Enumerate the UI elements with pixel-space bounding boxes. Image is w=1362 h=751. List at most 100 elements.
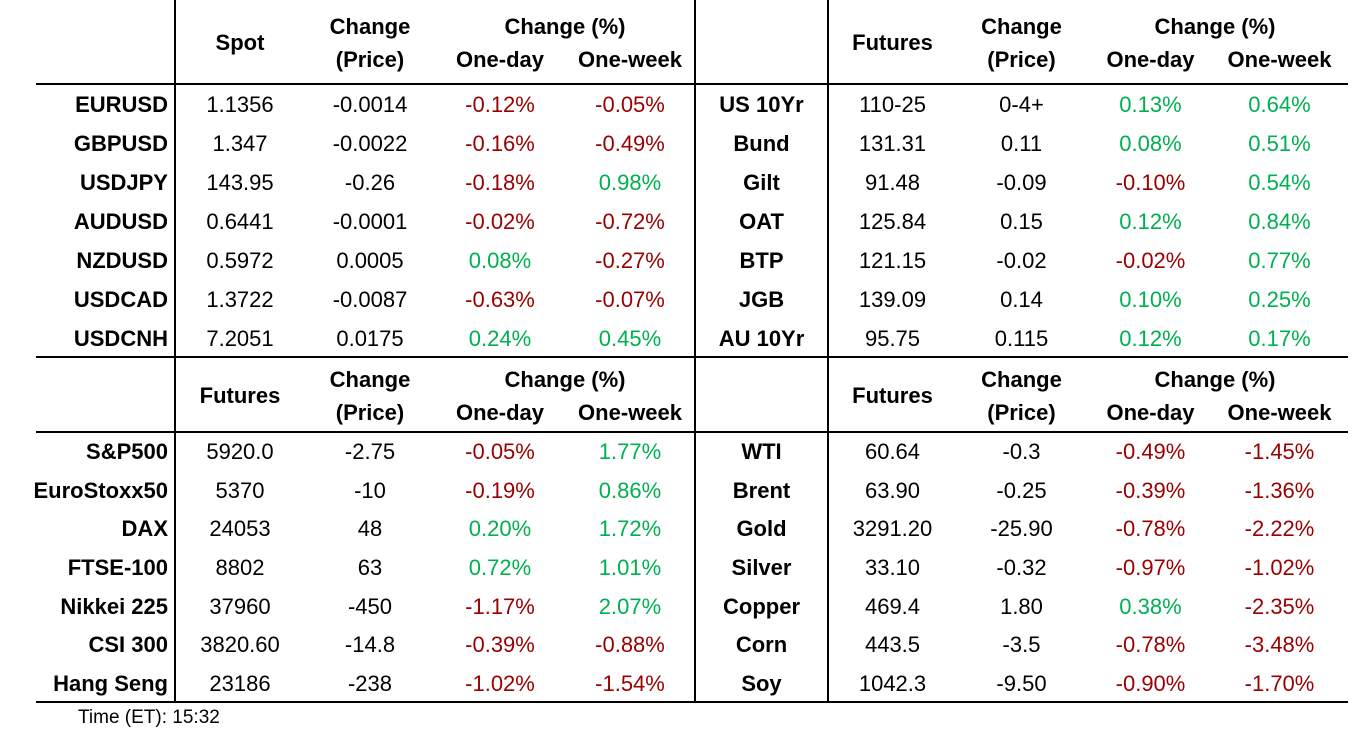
one-week-cell: 2.07% xyxy=(598,593,662,619)
row-label: GBPUSD xyxy=(73,130,168,156)
change-price-line1: Change xyxy=(329,13,411,39)
row-label: Corn xyxy=(735,632,788,658)
table-row: Gilt 91.48 -0.09 -0.10% 0.54% xyxy=(695,163,1344,202)
value-cell: 139.09 xyxy=(858,286,927,312)
one-week-cell: 0.45% xyxy=(598,325,662,351)
value-cell: 63.90 xyxy=(864,477,921,503)
change-price-line1: Change xyxy=(981,13,1062,39)
table-row: AUDUSD 0.6441 -0.0001 -0.02% -0.72% xyxy=(0,202,695,241)
change-cell: 0.11 xyxy=(1000,130,1043,156)
row-label: Brent xyxy=(732,477,791,503)
change-cell: -0.32 xyxy=(996,555,1047,581)
table-row: NZDUSD 0.5972 0.0005 0.08% -0.27% xyxy=(0,241,695,280)
one-week-cell: -0.72% xyxy=(595,208,665,234)
column-header-one-day: One-day xyxy=(1106,399,1195,425)
one-day-cell: -0.49% xyxy=(1115,439,1186,465)
timestamp-value: 15:32 xyxy=(172,707,220,728)
column-header-change-pct: Change (%) One-day One-week xyxy=(1086,358,1344,433)
one-day-cell: -0.97% xyxy=(1115,555,1186,581)
one-day-cell: 0.08% xyxy=(468,247,532,273)
value-cell: 443.5 xyxy=(864,632,921,658)
table-row: USDCAD 1.3722 -0.0087 -0.63% -0.07% xyxy=(0,280,695,319)
column-header-futures: Futures xyxy=(828,0,957,85)
row-label: EuroStoxx50 xyxy=(33,477,169,503)
column-header-one-week: One-week xyxy=(578,46,682,72)
table-row: FTSE-100 8802 63 0.72% 1.01% xyxy=(0,549,695,588)
one-week-cell: 1.72% xyxy=(598,516,662,542)
change-cell: -0.3 xyxy=(1002,439,1041,465)
one-week-cell: 0.84% xyxy=(1248,208,1311,234)
value-cell: 0.5972 xyxy=(206,247,274,273)
value-cell: 7.2051 xyxy=(206,325,274,351)
column-header-change-pct: Change (%) One-day One-week xyxy=(435,358,695,433)
change-cell: -25.90 xyxy=(990,516,1053,542)
row-label: USDCAD xyxy=(73,286,168,312)
value-cell: 95.75 xyxy=(864,325,921,351)
one-week-cell: 0.51% xyxy=(1248,130,1311,156)
column-header-one-week: One-week xyxy=(1227,399,1332,425)
column-header-label: Futures xyxy=(199,383,281,408)
table-row: US 10Yr 110-25 0-4+ 0.13% 0.64% xyxy=(695,85,1344,124)
change-price-line2: (Price) xyxy=(335,46,405,72)
timestamp-label: Time (ET): xyxy=(78,707,168,728)
table-row: USDCNH 7.2051 0.0175 0.24% 0.45% xyxy=(0,319,695,358)
change-cell: 0-4+ xyxy=(999,91,1044,117)
value-cell: 1042.3 xyxy=(858,670,927,696)
column-header-futures: Futures xyxy=(175,358,305,433)
change-cell: -0.09 xyxy=(996,169,1047,195)
one-week-cell: 0.77% xyxy=(1248,247,1311,273)
column-header-change-pct: Change (%) One-day One-week xyxy=(435,0,695,85)
table-row: EuroStoxx50 5370 -10 -0.19% 0.86% xyxy=(0,472,695,511)
change-cell: -450 xyxy=(347,593,393,619)
column-header-label: Futures xyxy=(852,30,933,55)
row-label: Hang Seng xyxy=(53,670,168,696)
equity-index-futures-table: Futures Change (Price) Change (%) One-da… xyxy=(0,358,695,703)
one-day-cell: -1.17% xyxy=(465,593,535,619)
column-header-change-price: Change (Price) xyxy=(305,0,435,85)
table-row: Soy 1042.3 -9.50 -0.90% -1.70% xyxy=(695,665,1344,704)
change-cell: -238 xyxy=(347,670,393,696)
one-day-cell: 0.10% xyxy=(1119,286,1182,312)
column-header-one-week: One-week xyxy=(578,399,682,425)
commodity-futures-table: Futures Change (Price) Change (%) One-da… xyxy=(695,358,1344,703)
row-label: BTP xyxy=(739,247,784,273)
one-week-cell: 0.64% xyxy=(1248,91,1311,117)
value-cell: 143.95 xyxy=(206,169,274,195)
column-header-label: Futures xyxy=(852,383,933,408)
value-cell: 0.6441 xyxy=(206,208,274,234)
one-day-cell: -0.02% xyxy=(1115,247,1186,273)
one-week-cell: -1.36% xyxy=(1244,477,1315,503)
value-cell: 5370 xyxy=(215,477,265,503)
value-cell: 3291.20 xyxy=(852,516,933,542)
timestamp: Time (ET): 15:32 xyxy=(78,707,220,729)
change-cell: -0.0022 xyxy=(332,130,408,156)
one-day-cell: 0.38% xyxy=(1119,593,1182,619)
one-day-cell: 0.72% xyxy=(468,555,532,581)
column-header-one-day: One-day xyxy=(455,399,545,425)
column-header-change-pct: Change (%) One-day One-week xyxy=(1086,0,1344,85)
column-header-one-day: One-day xyxy=(455,46,545,72)
table-row: DAX 24053 48 0.20% 1.72% xyxy=(0,510,695,549)
change-cell: -0.02 xyxy=(996,247,1047,273)
table-row: JGB 139.09 0.14 0.10% 0.25% xyxy=(695,280,1344,319)
table-row: Gold 3291.20 -25.90 -0.78% -2.22% xyxy=(695,510,1344,549)
row-label: Gilt xyxy=(743,169,780,195)
one-day-cell: -0.10% xyxy=(1115,169,1186,195)
one-week-cell: 0.98% xyxy=(598,169,662,195)
value-cell: 110-25 xyxy=(859,91,926,117)
change-cell: -3.5 xyxy=(1002,632,1041,658)
row-label: Gold xyxy=(736,516,787,542)
change-cell: 0.115 xyxy=(994,325,1049,351)
row-label: AU 10Yr xyxy=(718,325,805,351)
value-cell: 1.1356 xyxy=(206,91,274,117)
divider-left-labels xyxy=(174,0,176,703)
row-label: Bund xyxy=(733,130,790,156)
row-label: OAT xyxy=(739,208,784,234)
row-label: CSI 300 xyxy=(88,632,169,658)
change-cell: 0.0005 xyxy=(336,247,404,273)
column-header-one-day: One-day xyxy=(1106,46,1195,72)
value-cell: 8802 xyxy=(215,555,265,581)
row-label: Soy xyxy=(741,670,782,696)
one-week-cell: 1.77% xyxy=(598,439,662,465)
change-price-line1: Change xyxy=(981,366,1062,392)
